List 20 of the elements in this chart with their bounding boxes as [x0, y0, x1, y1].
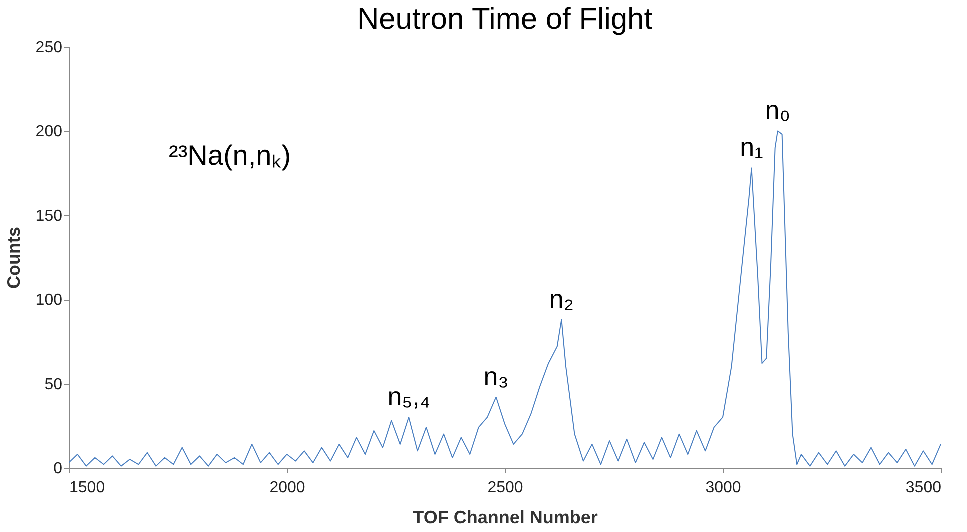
y-tick-label: 200: [36, 124, 63, 141]
annotation: n₃: [484, 361, 509, 392]
x-tick-label: 3500: [906, 480, 942, 496]
x-tick-label: 1500: [70, 480, 106, 496]
x-tick-label: 2000: [270, 480, 306, 496]
x-tick-label: 2500: [488, 480, 524, 496]
annotation: n₁: [740, 132, 764, 162]
chart-title: Neutron Time of Flight: [357, 3, 654, 36]
annotation: n₅,₄: [388, 381, 430, 412]
annotation: n₂: [549, 284, 574, 314]
y-tick-label: 150: [36, 208, 63, 225]
annotation: ²³Na(n,nₖ): [169, 140, 292, 171]
x-axis-title: TOF Channel Number: [413, 508, 598, 528]
y-tick-label: 50: [44, 376, 63, 394]
y-axis-title: Counts: [4, 227, 24, 289]
y-tick-label: 100: [36, 292, 63, 310]
x-tick-label: 3000: [706, 480, 742, 496]
annotation: n₀: [765, 95, 791, 126]
y-tick-label: 0: [54, 460, 63, 478]
y-tick-label: 250: [36, 40, 63, 56]
